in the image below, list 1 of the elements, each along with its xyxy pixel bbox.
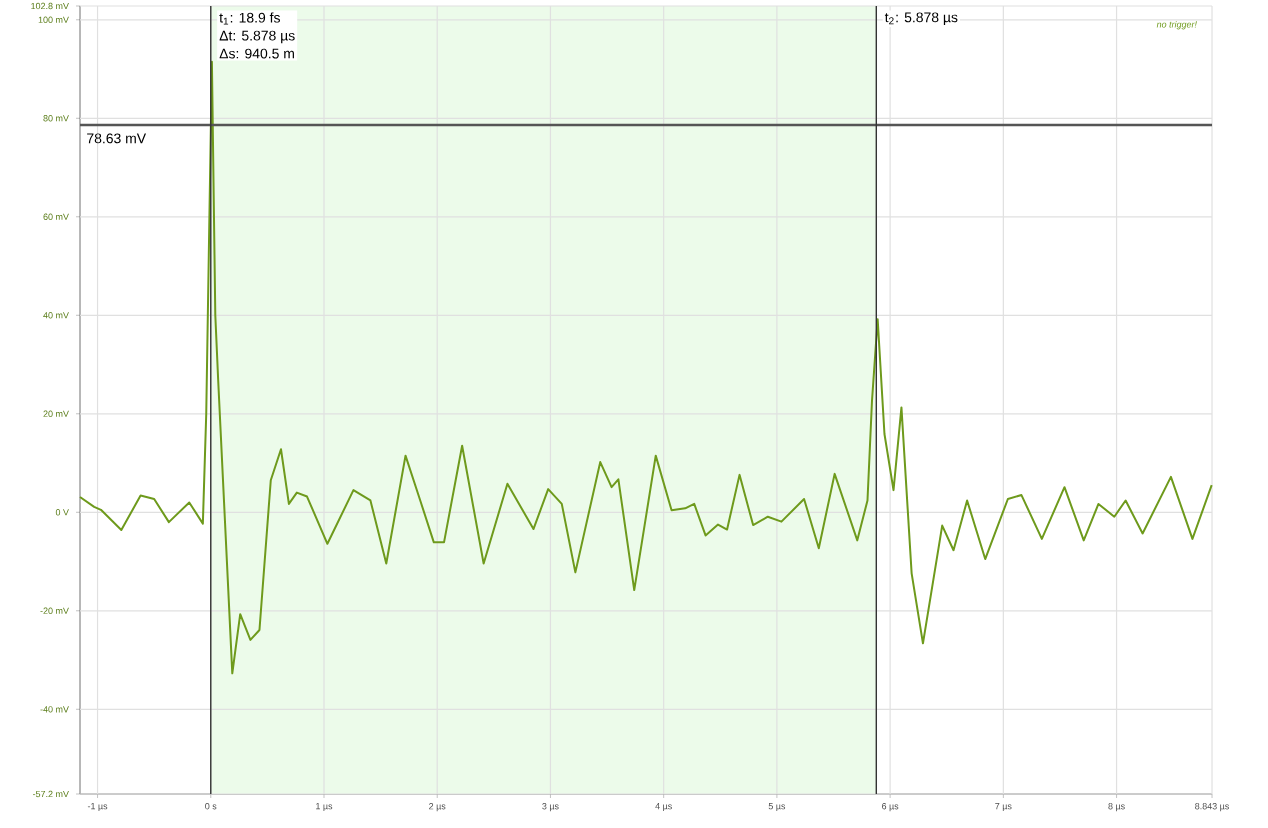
- line-series: [79, 60, 1213, 675]
